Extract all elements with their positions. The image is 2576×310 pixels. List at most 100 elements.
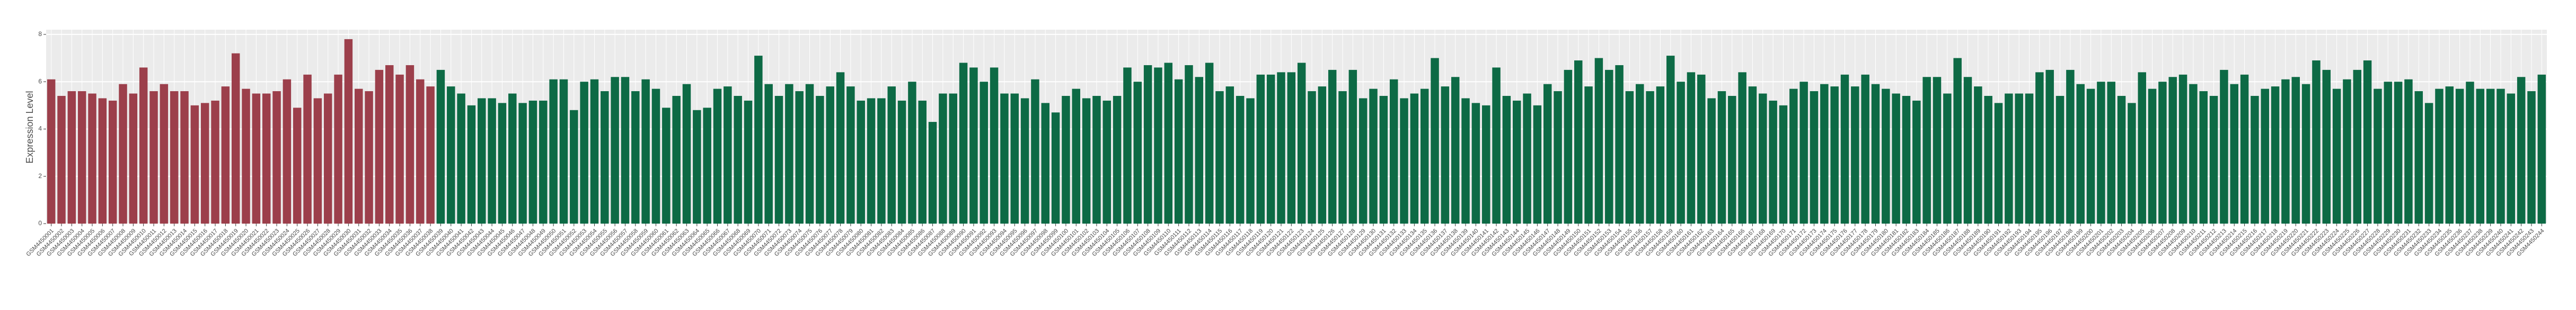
bar: [149, 91, 158, 224]
bar: [2261, 88, 2269, 224]
bar: [1164, 63, 1173, 224]
bar: [1687, 72, 1696, 224]
bar: [508, 93, 517, 224]
bar: [1102, 100, 1111, 224]
bar: [1533, 105, 1542, 224]
bar: [2240, 74, 2249, 224]
y-tick-label: 8: [38, 30, 42, 38]
bar: [1318, 86, 1327, 224]
bar: [1912, 100, 1921, 224]
bar: [2158, 82, 2167, 224]
bar: [1646, 91, 1654, 224]
bar: [395, 74, 404, 224]
bar: [293, 108, 302, 224]
bar: [190, 105, 199, 224]
bar: [2086, 88, 2095, 224]
bar: [1810, 91, 1819, 224]
bar: [857, 100, 865, 224]
bar: [2199, 91, 2208, 224]
bar: [416, 79, 425, 224]
bar: [662, 108, 671, 224]
bar: [601, 91, 609, 224]
bar: [939, 93, 947, 224]
bar: [2476, 88, 2485, 224]
bar: [2138, 72, 2146, 224]
bar: [1933, 77, 1942, 224]
bar: [47, 79, 56, 224]
bar: [949, 93, 957, 224]
bar: [1123, 67, 1132, 224]
bar: [1000, 93, 1009, 224]
bar: [2230, 84, 2238, 224]
bar: [1953, 58, 1962, 224]
bar: [1728, 95, 1736, 224]
bar: [1113, 95, 1122, 224]
bar: [2005, 93, 2013, 224]
bar: [1020, 98, 1029, 224]
bar: [1984, 95, 1992, 224]
bar: [2148, 88, 2157, 224]
bar: [2189, 84, 2198, 224]
bar: [436, 69, 445, 224]
bar: [1010, 93, 1019, 224]
bar: [1092, 95, 1101, 224]
bar: [2066, 69, 2075, 224]
bar: [1594, 58, 1603, 224]
y-tick-label: 0: [38, 219, 42, 227]
bar: [1851, 86, 1859, 224]
bar: [1379, 95, 1388, 224]
bar: [457, 93, 465, 224]
bar: [1717, 91, 1726, 224]
bar: [2055, 95, 2065, 224]
bar: [1215, 91, 1224, 224]
bar: [1759, 93, 1767, 224]
bar: [1451, 77, 1460, 224]
bar: [1266, 74, 1275, 224]
bar: [918, 100, 927, 224]
bar: [2107, 82, 2115, 224]
bar: [2414, 91, 2423, 224]
bar: [426, 86, 435, 224]
y-tick-label: 6: [38, 77, 42, 85]
bar: [1410, 93, 1419, 224]
bar: [2117, 95, 2126, 224]
bar: [744, 100, 753, 224]
bar: [2035, 72, 2044, 224]
bar: [1338, 91, 1347, 224]
bar: [2455, 88, 2464, 224]
bar: [1943, 93, 1952, 224]
bar: [2496, 88, 2505, 224]
bar: [2178, 74, 2187, 224]
bar: [1348, 69, 1357, 224]
bar: [2435, 88, 2443, 224]
bar: [734, 95, 742, 224]
bar: [785, 84, 793, 224]
bar: [405, 65, 414, 224]
bar: [580, 82, 588, 224]
bar: [1185, 65, 1193, 224]
bar: [2312, 60, 2321, 224]
bar: [1174, 79, 1183, 224]
bar: [990, 67, 999, 224]
bar: [1697, 74, 1706, 224]
bar: [1861, 74, 1869, 224]
bar: [262, 93, 271, 224]
bar: [1523, 93, 1531, 224]
bar: [2322, 69, 2331, 224]
bar: [693, 110, 701, 224]
bar: [518, 103, 527, 224]
bar: [887, 86, 896, 224]
bar: [1420, 88, 1429, 224]
bar: [1799, 82, 1808, 224]
bar: [1871, 84, 1880, 224]
bar: [2168, 77, 2177, 224]
bar: [539, 100, 548, 224]
bar: [816, 95, 824, 224]
bar: [2445, 86, 2454, 224]
bar: [129, 93, 138, 224]
bar: [1666, 56, 1675, 224]
bar: [478, 98, 486, 224]
bar: [805, 84, 814, 224]
bar: [1605, 69, 1613, 224]
